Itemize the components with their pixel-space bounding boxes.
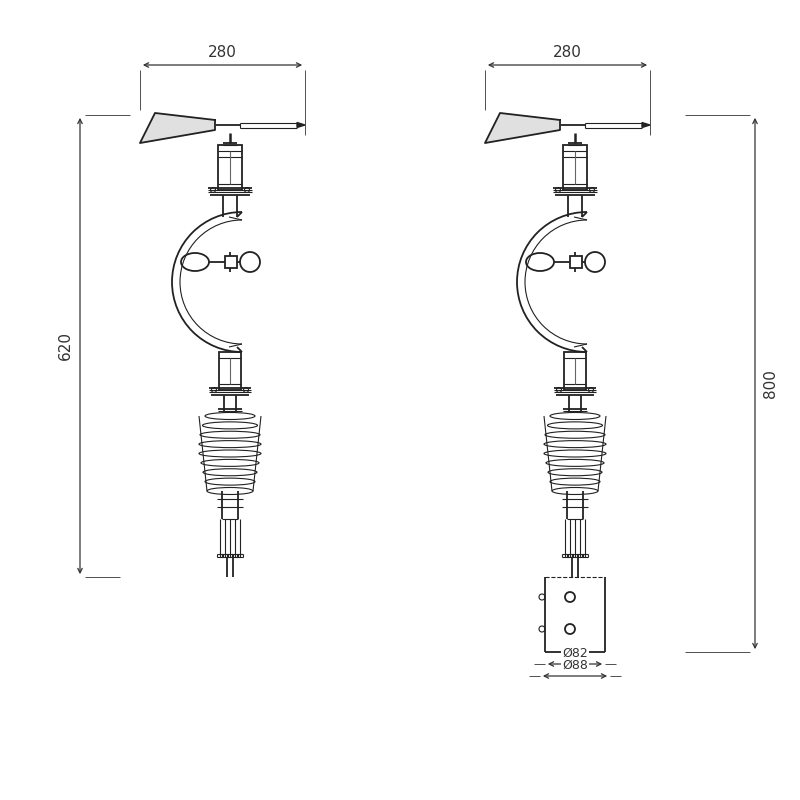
Bar [570,256,582,268]
Ellipse shape [550,413,600,419]
Ellipse shape [546,459,604,466]
Bar [219,352,241,390]
Text: 280: 280 [553,45,582,60]
Ellipse shape [545,431,605,438]
Text: 800: 800 [762,369,778,398]
Polygon shape [140,113,215,143]
Ellipse shape [203,469,257,476]
Bar [225,256,237,268]
Ellipse shape [199,450,261,457]
Ellipse shape [205,478,255,485]
Ellipse shape [199,441,261,448]
Ellipse shape [548,469,602,476]
Ellipse shape [552,487,598,494]
Ellipse shape [207,487,253,494]
Ellipse shape [544,441,606,448]
Text: Ø88: Ø88 [562,659,588,672]
Bar [218,145,242,190]
Bar [564,352,586,390]
Ellipse shape [544,450,606,457]
Text: 280: 280 [208,45,237,60]
Text: Ø82: Ø82 [562,647,588,660]
Ellipse shape [201,459,259,466]
Ellipse shape [200,431,260,438]
Ellipse shape [547,422,602,429]
Ellipse shape [205,413,255,419]
Polygon shape [642,122,650,127]
Ellipse shape [202,422,258,429]
Polygon shape [485,113,560,143]
Ellipse shape [550,478,600,485]
Text: 620: 620 [58,331,73,361]
Bar [563,145,587,190]
Polygon shape [297,122,305,127]
